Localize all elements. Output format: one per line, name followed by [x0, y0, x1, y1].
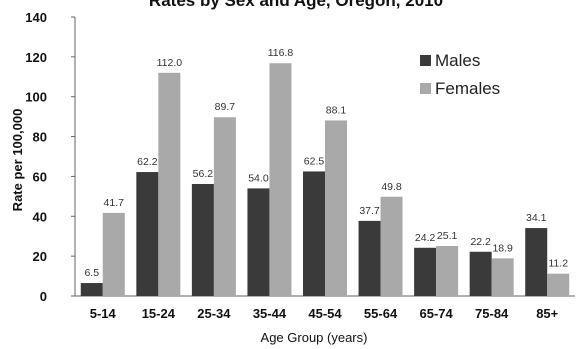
data-label-females-25-34: 89.7 — [215, 101, 236, 113]
data-label-males-85+: 34.1 — [526, 212, 547, 224]
bar-males-55-64 — [358, 220, 381, 296]
x-axis-title: Age Group (years) — [261, 330, 368, 345]
bar-males-35-44 — [247, 188, 270, 296]
bar-females-55-64 — [380, 196, 403, 296]
y-tick-label: 40 — [33, 209, 47, 224]
bar-females-5-14 — [102, 212, 125, 296]
data-label-females-45-54: 88.1 — [326, 104, 347, 116]
y-tick-label: 100 — [25, 90, 47, 105]
y-tick-label: 0 — [40, 289, 47, 304]
legend-label-females: Females — [435, 79, 500, 98]
x-category-label: 35-44 — [253, 306, 287, 321]
data-label-females-55-64: 49.8 — [381, 181, 402, 193]
y-tick-label: 140 — [25, 10, 47, 25]
legend-swatch-males — [420, 55, 431, 66]
bar-females-25-34 — [213, 117, 236, 296]
bar-males-75-84 — [469, 251, 492, 296]
bar-males-45-54 — [303, 171, 325, 296]
data-label-females-5-14: 41.7 — [104, 197, 125, 209]
data-label-males-25-34: 56.2 — [193, 168, 214, 180]
y-tick-label: 20 — [33, 249, 47, 264]
bar-males-25-34 — [191, 184, 214, 296]
bar-females-75-84 — [491, 258, 514, 296]
data-label-females-65-74: 25.1 — [437, 230, 458, 242]
x-category-label: 65-74 — [419, 306, 453, 321]
y-tick-label: 80 — [33, 130, 47, 145]
legend-swatch-females — [420, 83, 431, 94]
bar-males-5-14 — [80, 283, 103, 296]
bar-males-15-24 — [136, 172, 159, 296]
x-category-label: 55-64 — [364, 306, 398, 321]
bar-females-85+ — [547, 273, 570, 296]
data-label-males-45-54: 62.5 — [304, 155, 325, 167]
y-tick-label: 120 — [25, 50, 47, 65]
data-label-males-75-84: 22.2 — [470, 236, 491, 248]
x-category-label: 5-14 — [90, 306, 117, 321]
bar-females-15-24 — [158, 72, 181, 296]
data-label-males-65-74: 24.2 — [415, 232, 436, 244]
data-label-males-35-44: 54.0 — [248, 172, 269, 184]
bar-females-35-44 — [269, 63, 292, 297]
data-label-males-15-24: 62.2 — [137, 156, 158, 168]
x-category-label: 45-54 — [308, 306, 342, 321]
legend-label-males: Males — [435, 51, 480, 70]
plot-area: 0 20 40 60 80 100 120 140 6.5 41.7 5-14 62.2 112.0 15… — [25, 10, 575, 321]
data-label-females-85+: 11.2 — [548, 258, 568, 270]
x-category-label: 25-34 — [197, 306, 231, 321]
chart-title: Rates by Sex and Age, Oregon, 2010 — [149, 0, 443, 10]
data-label-females-35-44: 116.8 — [268, 47, 294, 59]
bar-males-85+ — [525, 228, 548, 296]
y-axis-title: Rate per 100,000 — [10, 109, 25, 212]
bar-females-45-54 — [325, 120, 347, 296]
x-category-label: 75-84 — [475, 306, 509, 321]
legend: Males Females — [420, 51, 500, 98]
data-label-males-5-14: 6.5 — [84, 267, 99, 279]
data-label-females-15-24: 112.0 — [157, 57, 183, 69]
x-category-label: 15-24 — [142, 306, 176, 321]
x-category-label: 85+ — [536, 306, 558, 321]
bar-females-65-74 — [436, 245, 459, 296]
data-label-females-75-84: 18.9 — [492, 242, 513, 254]
y-tick-label: 60 — [33, 169, 47, 184]
data-label-males-55-64: 37.7 — [359, 205, 380, 217]
bar-males-65-74 — [414, 247, 437, 296]
